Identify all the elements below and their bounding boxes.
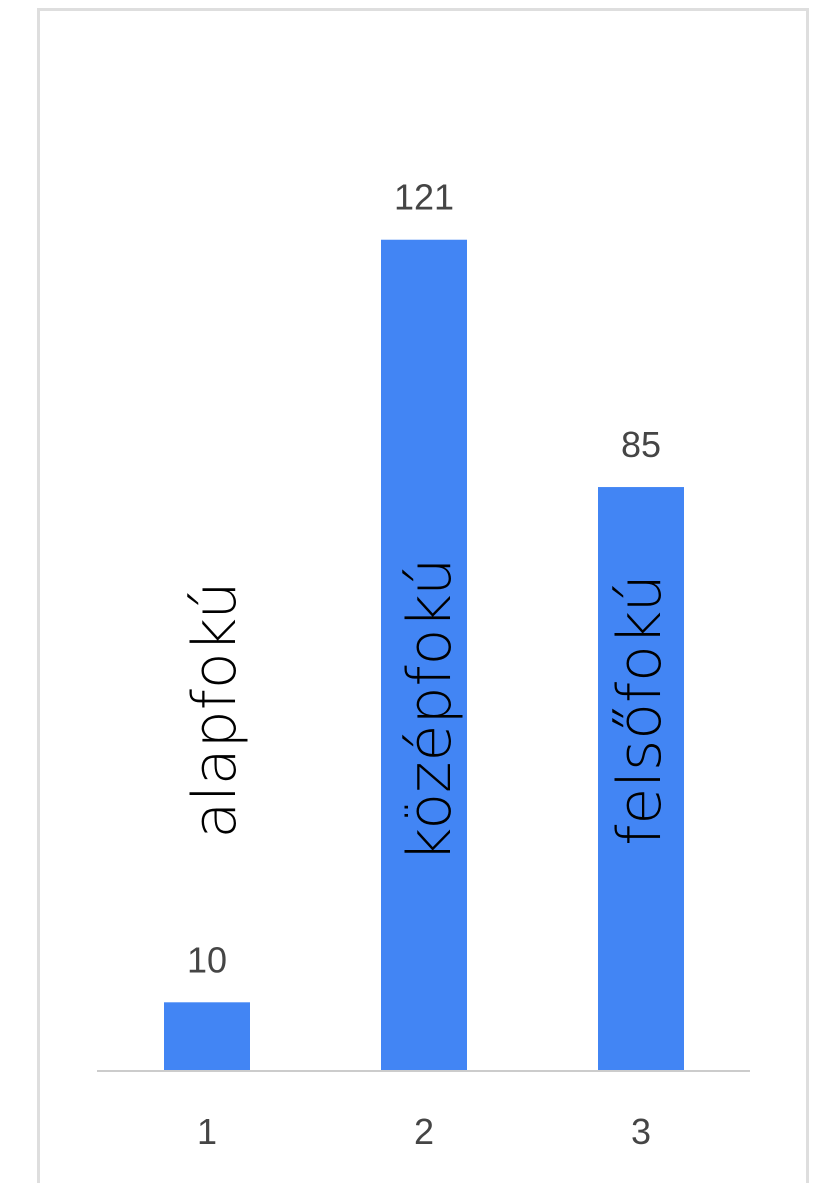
category-annotation-3: felsőfokú xyxy=(605,574,675,845)
bar-1 xyxy=(164,1002,250,1071)
x-tick-label-3: 3 xyxy=(631,1111,651,1152)
bar-2 xyxy=(381,239,467,1072)
annotations-layer: alapfokú középfokú felsőfokú xyxy=(180,558,675,863)
data-label-2: 121 xyxy=(394,177,454,218)
x-tick-label-2: 2 xyxy=(414,1111,434,1152)
data-label-1: 10 xyxy=(187,939,227,980)
x-tick-label-1: 1 xyxy=(197,1111,217,1152)
value-labels-layer: 10 121 85 xyxy=(187,177,661,981)
tick-labels-layer: 1 2 3 xyxy=(197,1111,651,1152)
category-annotation-2: középfokú xyxy=(395,558,465,863)
bar-3 xyxy=(598,487,684,1071)
bars-layer xyxy=(164,239,684,1072)
category-annotation-1: alapfokú xyxy=(180,581,250,838)
data-label-3: 85 xyxy=(621,424,661,465)
